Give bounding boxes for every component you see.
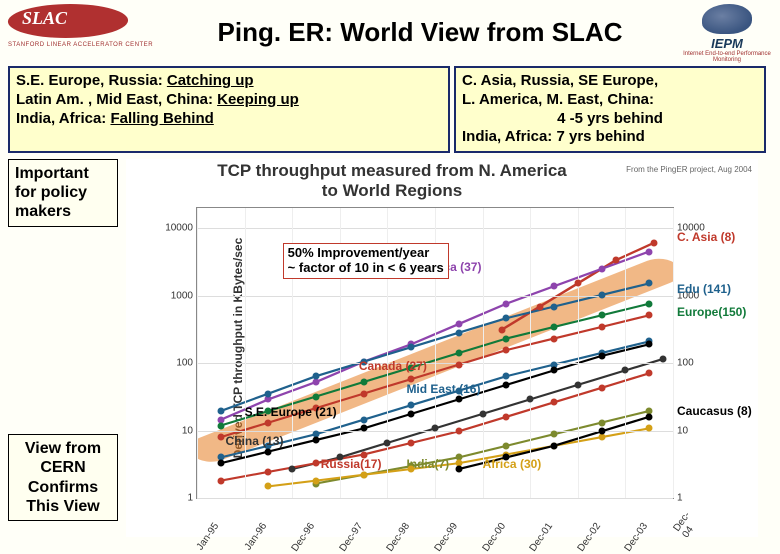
summary-boxes: S.E. Europe, Russia: Catching up Latin A… <box>0 64 780 155</box>
throughput-chart: TCP throughput measured from N. Americat… <box>126 159 758 537</box>
iepm-logo-label: IEPM <box>682 36 772 51</box>
series-label: Mid East (16) <box>406 382 480 396</box>
slac-logo-subtext: STANFORD LINEAR ACCELERATOR CENTER <box>8 42 153 48</box>
iepm-logo: IEPM Internet End-to-end Performance Mon… <box>682 4 772 60</box>
iepm-logo-subtext: Internet End-to-end Performance Monitori… <box>682 51 772 63</box>
series-label: Europe(150) <box>677 305 746 319</box>
slac-logo-text: SLAC <box>22 8 67 29</box>
side-box-top: Important for policy makers <box>8 159 118 227</box>
improvement-callout: 50% Improvement/year~ factor of 10 in < … <box>283 243 449 279</box>
series-label: Edu (141) <box>677 282 731 296</box>
side-box-bottom: View from CERN Confirms This View <box>8 434 118 521</box>
header: SLAC STANFORD LINEAR ACCELERATOR CENTER … <box>0 0 780 64</box>
slac-logo: SLAC STANFORD LINEAR ACCELERATOR CENTER <box>8 4 158 60</box>
series-label: China (13) <box>226 434 284 448</box>
chart-title: TCP throughput measured from N. Americat… <box>126 161 658 200</box>
dolphin-icon <box>702 4 752 34</box>
summary-box-right: C. Asia, Russia, SE Europe, L. America, … <box>454 66 766 153</box>
series-label: Caucasus (8) <box>677 404 752 418</box>
main-content: Important for policy makers View from CE… <box>0 155 780 545</box>
series-label: Canada (27) <box>359 359 427 373</box>
chart-plot-area: 111010100100100010001000010000Jan-95Jan-… <box>196 207 674 499</box>
series-label: Africa (30) <box>483 457 542 471</box>
series-label: C. Asia (8) <box>677 230 735 244</box>
series-label: Russia(17) <box>321 457 382 471</box>
page-title: Ping. ER: World View from SLAC <box>158 17 682 48</box>
series-label: S.E. Europe (21) <box>245 405 337 419</box>
chart-source: From the PingER project, Aug 2004 <box>626 165 752 174</box>
side-notes: Important for policy makers View from CE… <box>8 159 118 537</box>
summary-box-left: S.E. Europe, Russia: Catching up Latin A… <box>8 66 450 153</box>
